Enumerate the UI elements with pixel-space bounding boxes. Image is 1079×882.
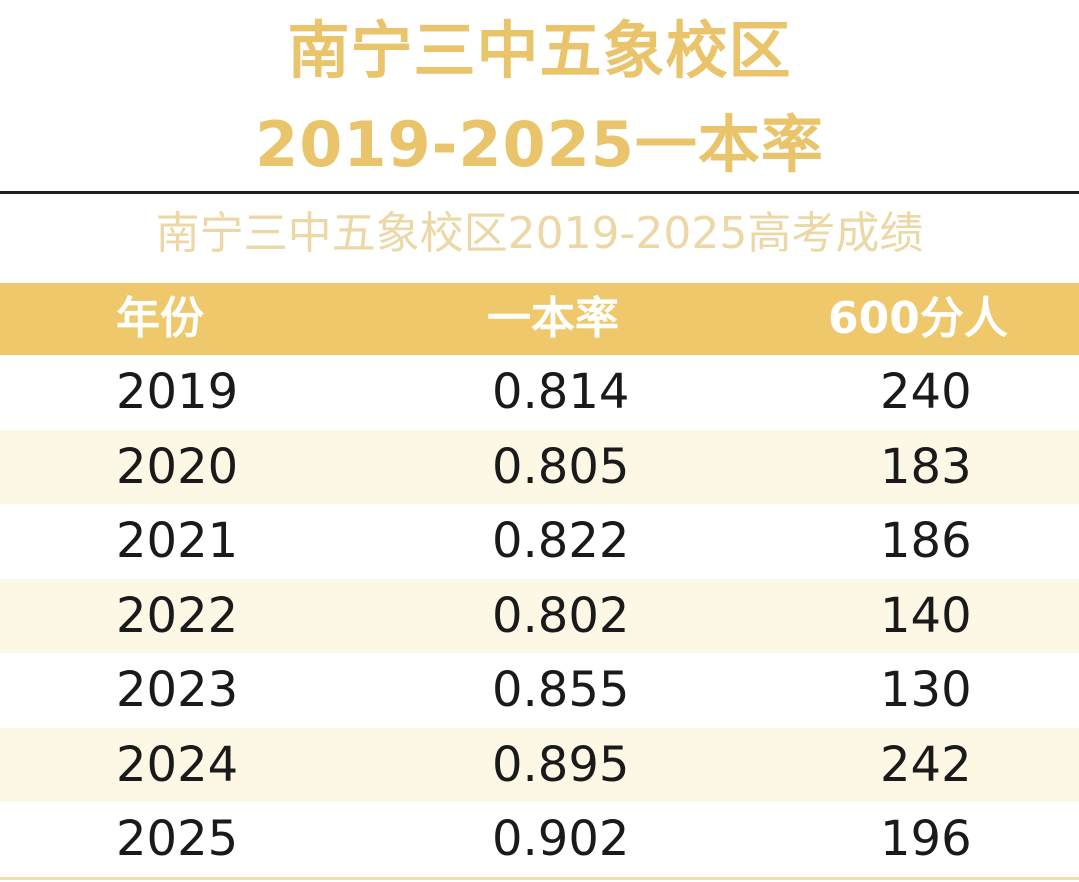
cell-600-count: 186 <box>880 513 972 569</box>
cell-year: 2020 <box>116 438 239 495</box>
cell-600-count: 240 <box>880 364 972 420</box>
cell-tier1-rate: 0.802 <box>492 587 630 644</box>
table-row: 2021 0.822 186 <box>0 504 1079 579</box>
column-header-year: 年份 <box>116 293 204 344</box>
cell-tier1-rate: 0.855 <box>492 662 630 718</box>
cell-year: 2021 <box>116 513 239 569</box>
table-row: 2024 0.895 242 <box>0 727 1079 802</box>
table-header-row: 年份 一本率 600分人 <box>0 283 1079 355</box>
title-divider <box>0 191 1079 194</box>
table-row: 2020 0.805 183 <box>0 429 1079 504</box>
title-block: 南宁三中五象校区 2019-2025一本率 <box>0 0 1079 190</box>
cell-year: 2023 <box>116 662 239 718</box>
cell-year: 2022 <box>116 587 239 644</box>
page-title-line-1: 南宁三中五象校区 <box>287 14 792 87</box>
cell-year: 2024 <box>116 736 239 793</box>
cell-600-count: 140 <box>880 587 972 644</box>
cell-tier1-rate: 0.902 <box>492 811 630 867</box>
table-row: 2023 0.855 130 <box>0 653 1079 728</box>
column-header-tier1-rate: 一本率 <box>487 293 619 344</box>
cell-600-count: 242 <box>880 736 972 793</box>
table-bottom-border <box>0 877 1079 880</box>
results-table: 年份 一本率 600分人 2019 0.814 240 2020 0.805 1… <box>0 283 1079 877</box>
cell-tier1-rate: 0.822 <box>492 513 630 569</box>
cell-tier1-rate: 0.895 <box>492 736 630 793</box>
cell-year: 2019 <box>116 364 239 420</box>
table-row: 2022 0.802 140 <box>0 578 1079 653</box>
column-header-600-count: 600分人 <box>828 293 1008 344</box>
table-row: 2019 0.814 240 <box>0 355 1079 430</box>
cell-year: 2025 <box>116 811 239 867</box>
cell-600-count: 183 <box>880 438 972 495</box>
table-title: 南宁三中五象校区2019-2025高考成绩 <box>155 208 924 259</box>
cell-tier1-rate: 0.814 <box>492 364 630 420</box>
page-title-line-2: 2019-2025一本率 <box>255 108 824 181</box>
cell-600-count: 130 <box>880 662 972 718</box>
cell-tier1-rate: 0.805 <box>492 438 630 495</box>
table-row: 2025 0.902 196 <box>0 802 1079 877</box>
cell-600-count: 196 <box>880 811 972 867</box>
